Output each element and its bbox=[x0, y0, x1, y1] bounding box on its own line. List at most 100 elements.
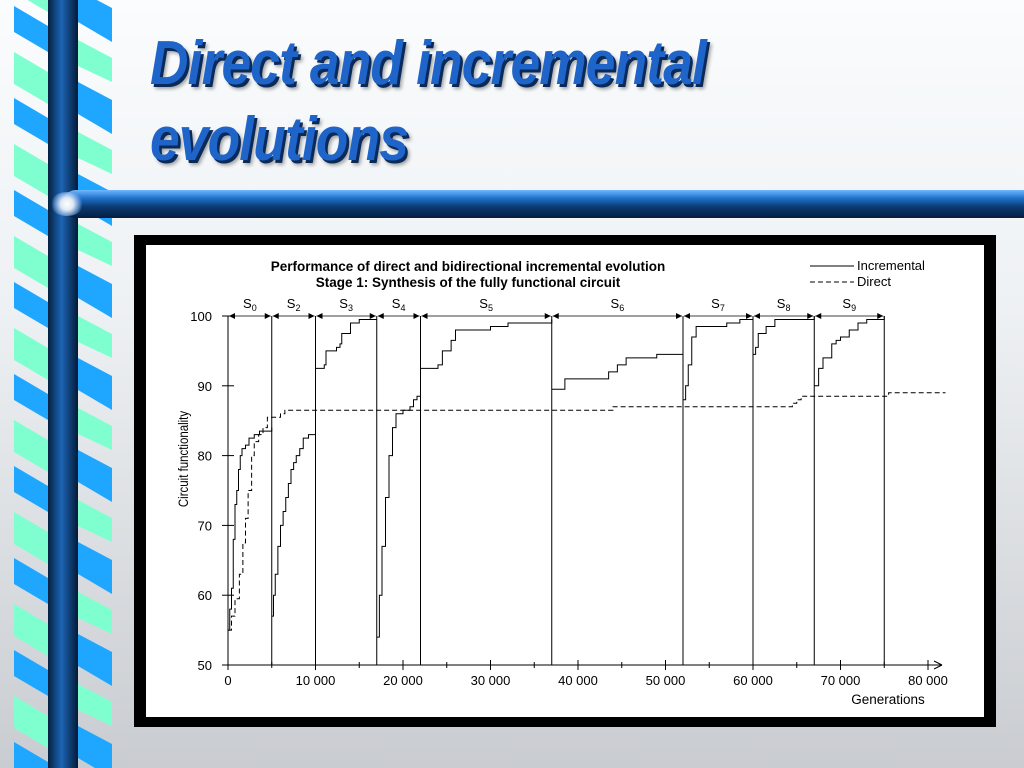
slide-title: Direct and incremental evolutions bbox=[150, 26, 752, 178]
stage-label-subscript: 7 bbox=[720, 303, 725, 313]
series-line-incremental bbox=[228, 427, 273, 631]
ribbon-band bbox=[78, 450, 112, 502]
decorative-ribbon bbox=[14, 0, 112, 768]
stage-label: S0 bbox=[243, 296, 257, 313]
ribbon-band bbox=[14, 420, 48, 472]
stage-arrowhead-right bbox=[807, 313, 814, 319]
stage-label-main: S bbox=[339, 296, 348, 311]
stage-arrowhead-right bbox=[308, 313, 315, 319]
y-tick-label: 80 bbox=[198, 449, 212, 464]
x-tick-label: 20 000 bbox=[383, 673, 423, 688]
stage-arrowhead-left bbox=[272, 313, 279, 319]
stage-arrowhead-right bbox=[676, 313, 682, 319]
stage-arrowhead-left bbox=[316, 313, 323, 319]
ribbon-band bbox=[78, 542, 112, 594]
legend-label-incremental: Incremental bbox=[857, 258, 925, 273]
ribbon-band bbox=[78, 316, 112, 358]
ribbon-band bbox=[78, 684, 112, 726]
y-axis-label: Circuit functionality bbox=[176, 410, 191, 507]
series-line-incremental bbox=[376, 395, 421, 638]
ribbon-band bbox=[78, 726, 112, 768]
stage-arrowhead-left bbox=[377, 313, 384, 319]
stage-arrowhead-left bbox=[684, 313, 690, 319]
ribbon-band bbox=[78, 40, 112, 82]
y-tick-label: 90 bbox=[198, 379, 212, 394]
line-chart: Performance of direct and bidirectional … bbox=[176, 258, 948, 707]
ribbon-band bbox=[78, 592, 112, 634]
stage-arrowhead-right bbox=[264, 313, 271, 319]
stage-arrowhead-right bbox=[746, 313, 752, 319]
header-divider-bar bbox=[62, 190, 1024, 218]
ribbon-band bbox=[14, 282, 48, 328]
y-tick-label: 100 bbox=[190, 309, 212, 324]
ribbon-band bbox=[78, 0, 112, 42]
ribbon-band bbox=[14, 512, 48, 564]
ribbon-band bbox=[78, 82, 112, 134]
stage-label-subscript: 6 bbox=[619, 303, 624, 313]
stage-arrowhead-left bbox=[815, 313, 822, 319]
stage-arrowhead-right bbox=[369, 313, 376, 319]
ribbon-band bbox=[78, 500, 112, 542]
ribbon-band bbox=[14, 144, 48, 196]
x-tick-label: 80 000 bbox=[908, 673, 948, 688]
x-tick-label: 0 bbox=[224, 673, 231, 688]
stage-label: S4 bbox=[392, 296, 406, 313]
stage-label-subscript: 9 bbox=[851, 303, 856, 313]
chart-axes: 50 60 70 80 90 100 0 10 000 20 000 30 000 40 000 50… bbox=[190, 309, 948, 688]
stage-label-subscript: 3 bbox=[348, 303, 353, 313]
stage-label-subscript: 4 bbox=[400, 303, 405, 313]
y-tick-label: 70 bbox=[198, 518, 212, 533]
chart-title: Performance of direct and bidirectional … bbox=[271, 259, 666, 274]
chart-series bbox=[228, 316, 946, 638]
stage-label-subscript: 5 bbox=[488, 303, 493, 313]
stage-label-subscript: 8 bbox=[785, 303, 790, 313]
legend-label-direct: Direct bbox=[857, 274, 891, 289]
series-line-incremental bbox=[683, 316, 754, 401]
ribbon-band bbox=[27, 0, 48, 12]
ribbon-band bbox=[14, 604, 48, 656]
stage-arrowhead-left bbox=[754, 313, 760, 319]
stage-arrowhead-right bbox=[544, 313, 551, 319]
divider-bar-highlight bbox=[50, 192, 84, 216]
slide-title-line1: Direct and incremental bbox=[150, 29, 707, 98]
ribbon-band bbox=[14, 742, 48, 768]
x-axis-label: Generations bbox=[851, 692, 925, 707]
stage-label-main: S bbox=[392, 296, 401, 311]
stage-arrowhead-left bbox=[421, 313, 428, 319]
x-tick-label: 40 000 bbox=[558, 673, 598, 688]
chart-legend: Incremental Direct bbox=[810, 258, 925, 289]
stage-label-main: S bbox=[287, 296, 296, 311]
series-line-incremental bbox=[315, 318, 377, 369]
slide-title-line2: evolutions bbox=[150, 105, 409, 174]
x-axis-arrow bbox=[933, 660, 943, 670]
series-line-incremental bbox=[271, 434, 316, 617]
stage-label: S2 bbox=[287, 296, 301, 313]
stage-label: S5 bbox=[479, 296, 493, 313]
stage-label-main: S bbox=[711, 296, 720, 311]
stage-label-main: S bbox=[479, 296, 488, 311]
stage-arrowhead-right bbox=[877, 313, 884, 319]
ribbon-band bbox=[78, 224, 112, 266]
ribbon-band bbox=[78, 358, 112, 410]
ribbon-band bbox=[14, 558, 48, 604]
ribbon-band bbox=[14, 374, 48, 420]
stage-label: S8 bbox=[777, 296, 791, 313]
ribbon-band bbox=[78, 266, 112, 318]
stage-label-main: S bbox=[842, 296, 851, 311]
stage-label: S9 bbox=[842, 296, 856, 313]
ribbon-band bbox=[14, 190, 48, 236]
stage-label-main: S bbox=[243, 296, 252, 311]
stage-label: S3 bbox=[339, 296, 353, 313]
chart-panel: Performance of direct and bidirectional … bbox=[146, 245, 984, 717]
ribbon-band bbox=[14, 52, 48, 104]
ribbon-band bbox=[14, 328, 48, 380]
chart-subtitle: Stage 1: Synthesis of the fully function… bbox=[316, 275, 621, 290]
ribbon-band bbox=[78, 408, 112, 450]
series-line-direct bbox=[228, 392, 946, 631]
ribbon-band bbox=[14, 650, 48, 696]
ribbon-band bbox=[14, 696, 48, 748]
stage-label-main: S bbox=[611, 296, 620, 311]
ribbon-band bbox=[14, 6, 48, 52]
x-tick-label: 70 000 bbox=[821, 673, 861, 688]
stage-label: S7 bbox=[711, 296, 725, 313]
